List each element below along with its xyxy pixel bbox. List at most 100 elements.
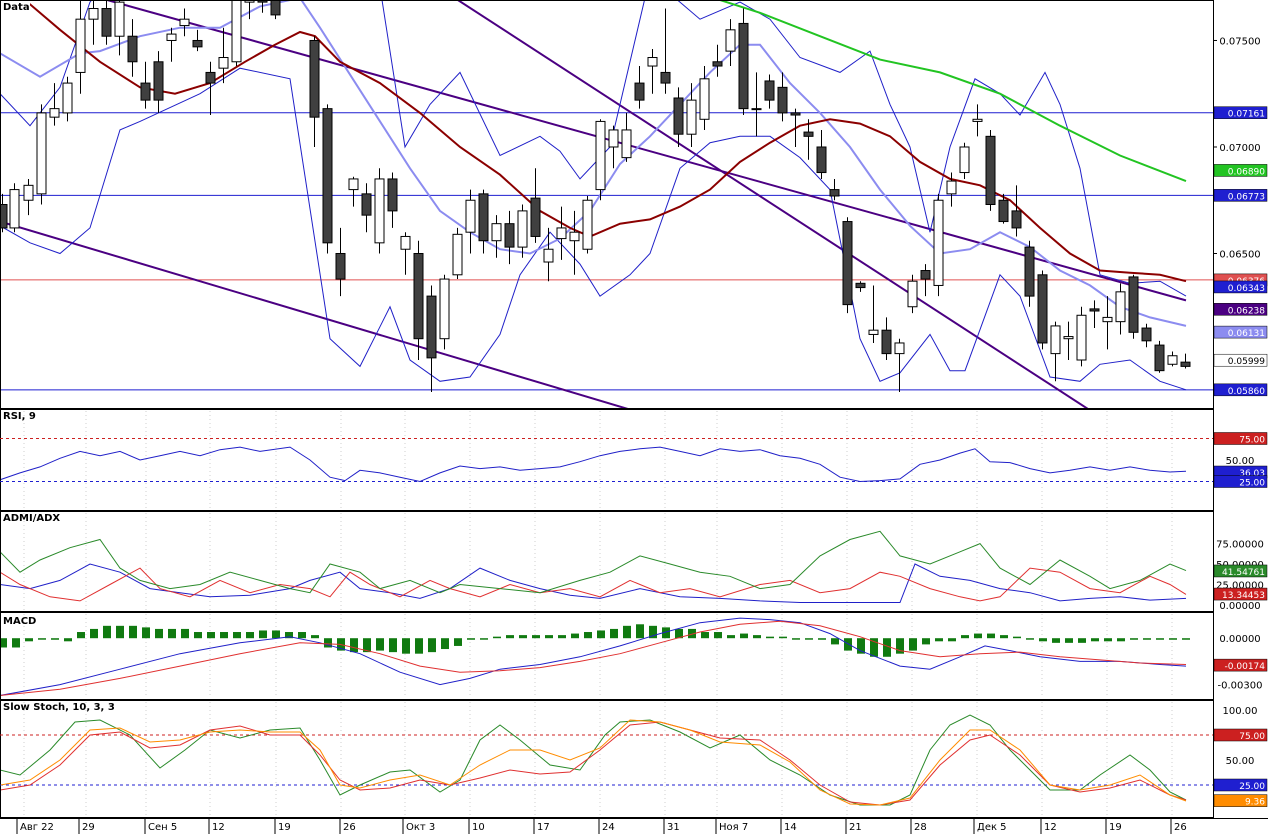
price-tick-label: 0.07500 — [1219, 36, 1260, 47]
macd-histogram-bar — [259, 630, 267, 639]
macd-histogram-bar — [90, 628, 98, 639]
channel-lower-line — [1, 220, 629, 408]
candle-up — [1063, 336, 1074, 340]
macd-histogram-bar — [883, 638, 891, 657]
macd-histogram-bar — [948, 638, 956, 642]
macd-histogram-bar — [38, 638, 46, 640]
candle-down — [153, 61, 164, 101]
candle-down — [335, 252, 346, 280]
candle-down — [1024, 246, 1035, 297]
stoch-tick-label: 50.00 — [1226, 756, 1255, 767]
macd-histogram-bar — [1078, 638, 1086, 643]
candle-up — [75, 18, 86, 73]
price-panel-frame — [0, 0, 1214, 409]
macd-histogram-bar — [1000, 635, 1008, 639]
candle-up — [114, 1, 125, 37]
macd-histogram-bar — [1052, 638, 1060, 643]
date-label: Сен 5 — [148, 822, 177, 833]
macd-histogram-bar — [103, 625, 111, 639]
macd-histogram-bar — [220, 632, 228, 639]
date-label: 29 — [82, 822, 95, 833]
candle-up — [972, 118, 983, 122]
stoch-slow-line — [1, 721, 1187, 806]
macd-panel-title: MACD — [3, 616, 36, 627]
date-label: 21 — [849, 822, 862, 833]
rsi-tag-bg — [1213, 475, 1268, 488]
dmi-tick-label: 25.00000 — [1216, 581, 1264, 592]
value-tag-bg — [1213, 303, 1268, 316]
macd-histogram-bar — [506, 635, 514, 639]
macd-tag: -0.00174 — [1225, 662, 1266, 672]
macd-histogram-bar — [610, 628, 618, 639]
candle-down — [673, 97, 684, 135]
value-tag: 0.06238 — [1228, 306, 1265, 316]
macd-histogram-bar — [1, 638, 7, 648]
macd-histogram-bar — [662, 627, 670, 639]
macd-histogram-bar — [116, 625, 124, 639]
date-label: 12 — [1044, 822, 1057, 833]
candle-up — [907, 280, 918, 308]
macd-histogram-bar — [311, 635, 319, 639]
candle-up — [647, 57, 658, 67]
candle-down — [803, 131, 814, 137]
candle-up — [686, 99, 697, 135]
macd-histogram-bar — [974, 633, 982, 639]
candle-up — [556, 227, 567, 240]
dmi-tag-bg — [1213, 564, 1268, 578]
price-panel-title: Data — [3, 2, 30, 13]
stoch-tag: 9.36 — [1245, 798, 1265, 808]
macd-histogram-bar — [12, 638, 20, 648]
stoch-tick-label: 100.00 — [1223, 706, 1258, 717]
macd-histogram-bar — [207, 632, 215, 639]
macd-histogram-bar — [896, 638, 904, 654]
date-label: 28 — [914, 822, 927, 833]
moving-average-slow-line — [719, 1, 1187, 183]
candle-up — [595, 120, 606, 191]
candle-up — [88, 8, 99, 20]
macd-histogram-bar — [935, 638, 943, 642]
candle-up — [699, 78, 710, 120]
candle-down — [881, 329, 892, 355]
macd-histogram-bar — [454, 638, 462, 646]
candle-down — [413, 252, 424, 340]
candle-up — [608, 129, 619, 148]
candle-down — [985, 135, 996, 205]
candle-down — [660, 71, 671, 84]
candle-up — [49, 108, 60, 118]
macd-plot — [1, 617, 1190, 696]
candle-up — [1102, 316, 1113, 323]
dmi-tag: 13.34453 — [1222, 591, 1265, 601]
stoch-tag-bg — [1213, 728, 1268, 742]
level-tag-bg — [1213, 106, 1268, 119]
candle-up — [9, 189, 20, 229]
value-tag-bg — [1213, 280, 1268, 294]
candle-up — [231, 1, 242, 63]
macd-histogram-bar — [1013, 636, 1021, 639]
macd-histogram-bar — [1039, 638, 1047, 642]
rsi-tag-bg — [1213, 432, 1268, 445]
moving-average-fast-line — [9, 1, 1187, 283]
macd-histogram-bar — [1091, 638, 1099, 642]
date-label: Ноя 7 — [719, 822, 748, 833]
level-tag-bg — [1213, 189, 1268, 202]
macd-histogram-bar — [246, 632, 254, 639]
macd-histogram-bar — [1143, 638, 1151, 640]
macd-histogram-bar — [155, 628, 163, 639]
value-tag-bg — [1213, 164, 1268, 177]
candle-down — [738, 22, 749, 110]
candle-down — [777, 86, 788, 114]
candle-up — [959, 146, 970, 174]
macd-histogram-bar — [987, 633, 995, 639]
candle-up — [62, 82, 73, 114]
candle-up — [1115, 291, 1126, 323]
macd-histogram-bar — [493, 636, 501, 639]
candle-up — [1076, 314, 1087, 361]
macd-histogram-bar — [831, 638, 839, 645]
rsi-tick-label: 50.00 — [1226, 456, 1255, 467]
macd-histogram-bar — [168, 628, 176, 639]
macd-histogram-bar — [766, 636, 774, 639]
macd-histogram-bar — [51, 638, 59, 640]
level-tag: 0.06773 — [1228, 192, 1265, 202]
candle-down — [1, 204, 8, 229]
macd-histogram-bar — [1026, 638, 1034, 640]
